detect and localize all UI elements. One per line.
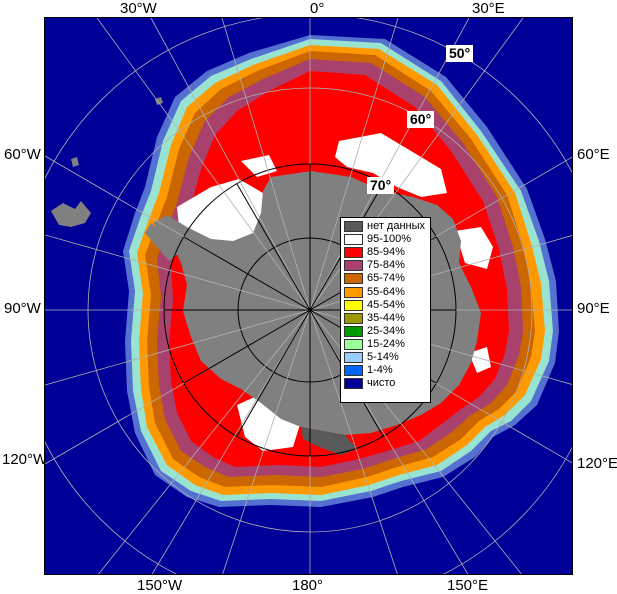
map-frame: 50° 60° 70° — [44, 17, 573, 575]
legend-label: 5-14% — [367, 350, 399, 363]
lon-label-180-bottom: 180° — [292, 577, 324, 594]
ice-patch-95-100 — [469, 347, 491, 373]
legend-item: 55-64% — [344, 285, 427, 298]
lon-label-30w-top: 30°W — [120, 0, 157, 17]
lon-label-90w-left: 90°W — [4, 300, 41, 317]
legend-label: 75-84% — [367, 259, 405, 272]
legend-swatch — [344, 247, 363, 259]
ice-shelf-edge — [301, 427, 357, 455]
lat-label-50: 50° — [446, 45, 474, 62]
lon-label-120e-right: 120°E — [577, 455, 617, 472]
legend-item: 75-84% — [344, 259, 427, 272]
legend-swatch — [344, 365, 363, 377]
legend-item: 85-94% — [344, 246, 427, 259]
legend-item: чисто — [344, 377, 427, 390]
legend-item: 95-100% — [344, 233, 427, 246]
legend-label: 85-94% — [367, 246, 405, 259]
legend-swatch — [344, 260, 363, 272]
legend-item: нет данных — [344, 220, 427, 233]
sea-ice-map — [45, 18, 572, 574]
legend-swatch — [344, 234, 363, 246]
legend-label: 95-100% — [367, 233, 412, 246]
legend-label: 25-34% — [367, 324, 405, 337]
lon-label-120w-left: 120°W — [2, 451, 48, 468]
legend-label: 55-64% — [367, 285, 405, 298]
legend-item: 25-34% — [344, 325, 427, 338]
legend-item: 15-24% — [344, 338, 427, 351]
legend-swatch — [344, 325, 363, 337]
lon-label-30e-top: 30°E — [472, 0, 505, 17]
south-america-land — [51, 201, 91, 227]
legend-item: 35-44% — [344, 312, 427, 325]
ice-patch-95-100 — [455, 227, 493, 269]
legend-label: нет данных — [367, 220, 426, 233]
lon-label-90e-right: 90°E — [577, 300, 610, 317]
legend-swatch — [344, 286, 363, 298]
lat-label-70: 70° — [367, 177, 395, 194]
legend-item: 45-54% — [344, 299, 427, 312]
antarctic-peninsula — [145, 223, 179, 261]
legend-swatch — [344, 351, 363, 363]
legend-item: 65-74% — [344, 272, 427, 285]
legend-swatch — [344, 312, 363, 324]
legend-label: чисто — [367, 377, 396, 390]
legend-item: 5-14% — [344, 351, 427, 364]
legend: нет данных 95-100% 85-94% 75-84% 65-74% 55-64… — [340, 217, 431, 403]
lon-label-150w-bottom: 150°W — [137, 577, 183, 594]
legend-label: 15-24% — [367, 337, 405, 350]
lon-label-60e-right: 60°E — [577, 146, 610, 163]
ice-patch-95-100 — [335, 133, 447, 197]
legend-swatch — [344, 273, 363, 285]
legend-label: 45-54% — [367, 298, 405, 311]
legend-swatch — [344, 221, 363, 233]
lon-label-60w-left: 60°W — [4, 146, 41, 163]
meridian-grid — [45, 18, 572, 574]
legend-label: 35-44% — [367, 311, 405, 324]
legend-label: 1-4% — [367, 364, 393, 377]
legend-label: 65-74% — [367, 272, 405, 285]
lon-label-150e-bottom: 150°E — [447, 577, 489, 594]
land-speck — [71, 157, 79, 167]
legend-swatch — [344, 338, 363, 350]
land-speck — [155, 97, 163, 105]
lon-label-0-top: 0° — [310, 0, 325, 17]
lat-label-60: 60° — [407, 111, 435, 128]
legend-swatch — [344, 378, 363, 390]
legend-item: 1-4% — [344, 364, 427, 377]
legend-swatch — [344, 299, 363, 311]
